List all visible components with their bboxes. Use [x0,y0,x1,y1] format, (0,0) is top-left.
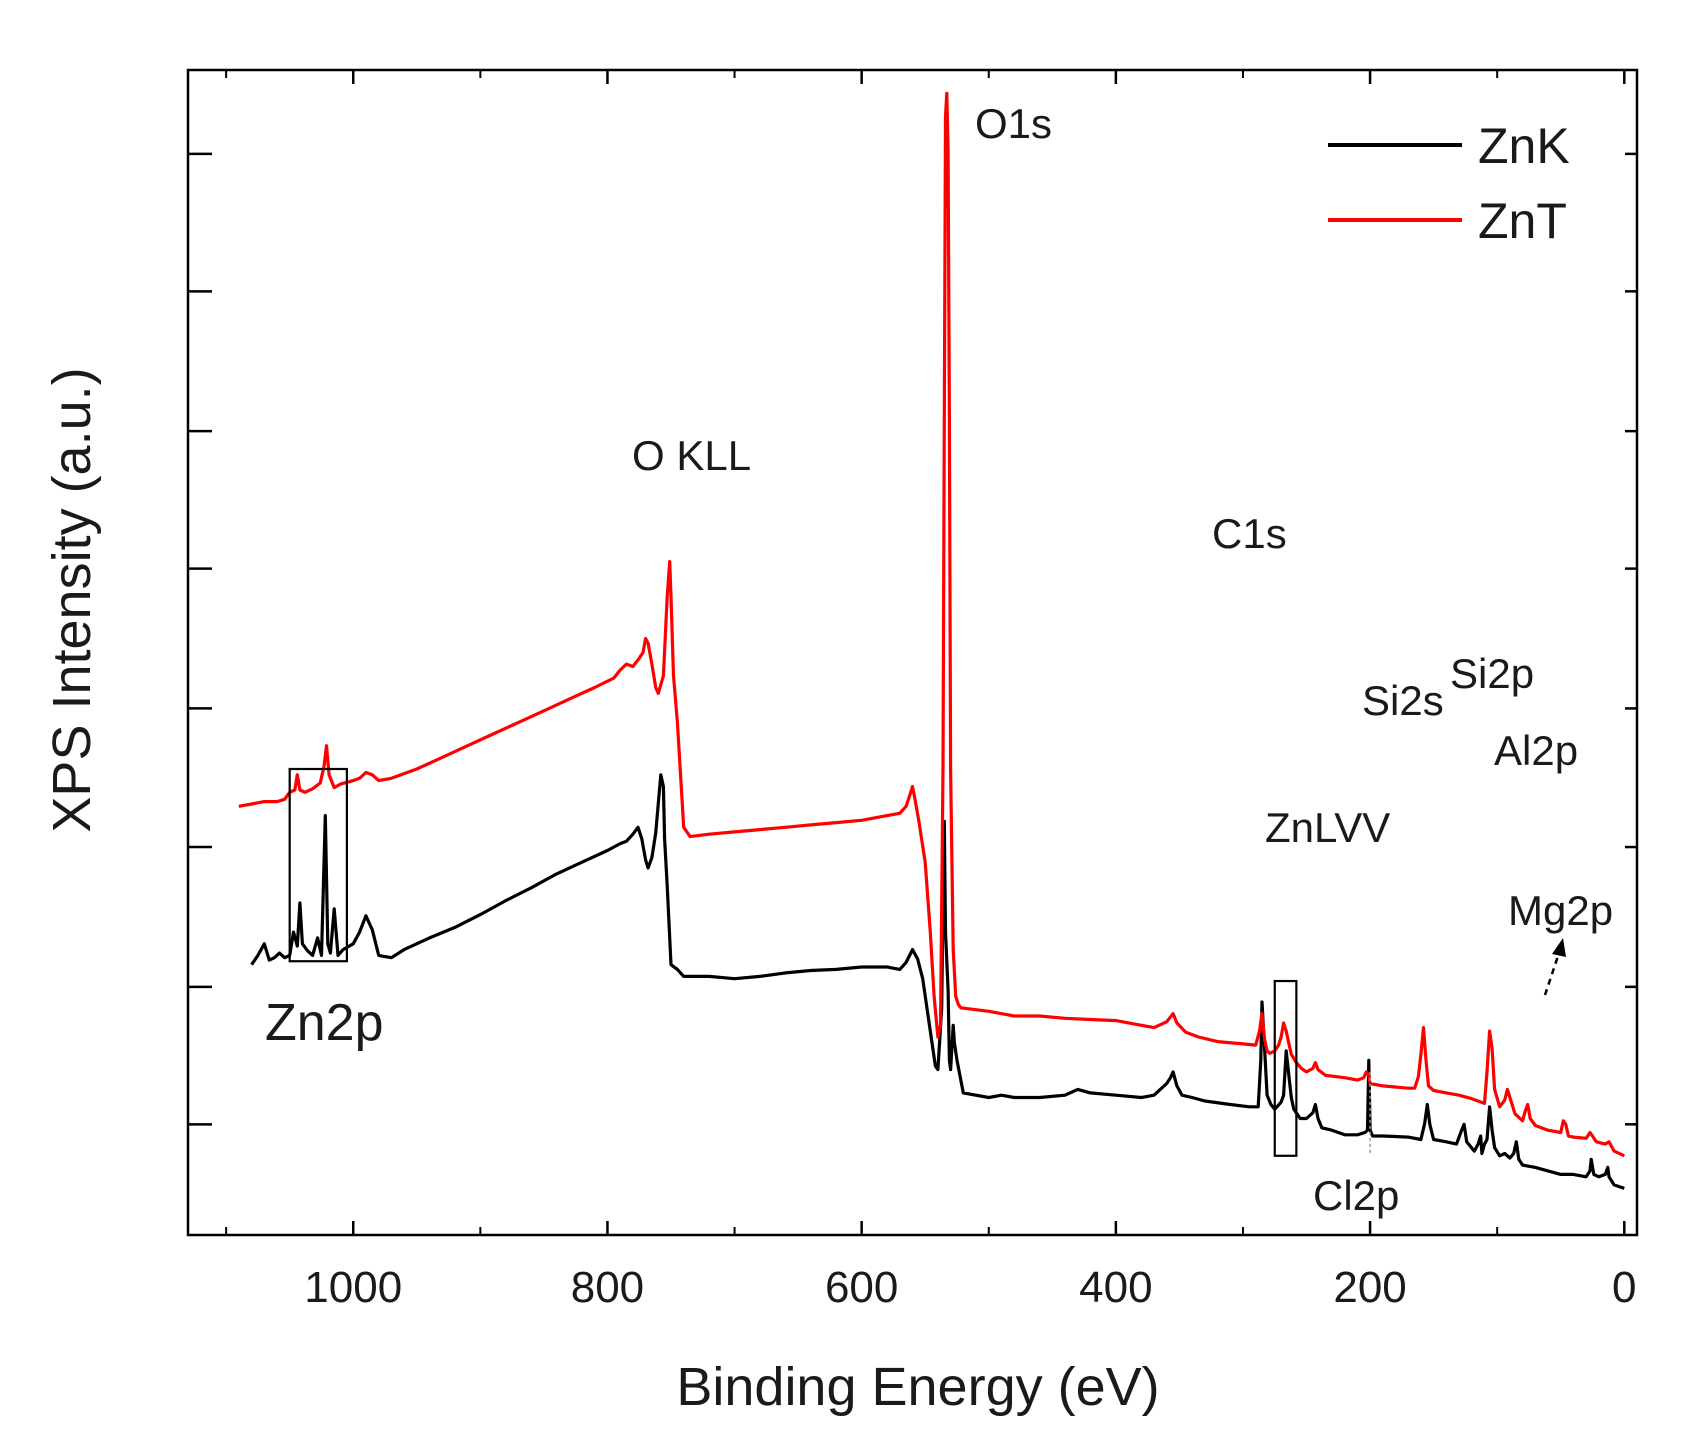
x-tick-label: 600 [825,1263,898,1312]
x-axis-label: Binding Energy (eV) [676,1357,1159,1417]
plot-frame [186,68,1639,1237]
annotation-zn2p: Zn2p [265,994,384,1052]
y-axis-label: XPS Intensity (a.u.) [42,367,102,832]
annotation-znlvv: ZnLVV [1265,804,1390,851]
annotation-o-kll: O KLL [632,432,751,479]
peak-annotations: O1s O KLL C1s Si2s Si2p Al2p ZnLVV Mg2p … [265,100,1613,1219]
legend-label-znk: ZnK [1478,118,1570,174]
mg2p-arrow [1543,938,1566,996]
annotation-mg2p: Mg2p [1508,887,1613,934]
znlvv-box [1273,979,1298,1157]
zn2p-box [288,767,348,963]
x-tick-label: 800 [571,1263,644,1312]
x-tick-label: 200 [1333,1263,1406,1312]
series-line-znk [250,773,1625,1190]
legend: ZnK ZnT [1328,118,1570,249]
x-tick-label: 0 [1612,1263,1636,1312]
series-group [238,91,1625,1190]
annotation-si2s: Si2s [1362,677,1444,724]
highlight-boxes [288,767,1371,1157]
x-tick-label: 1000 [304,1263,402,1312]
axis-ticks: 1000 800 600 400 200 0 [188,70,1637,1312]
legend-label-znt: ZnT [1478,193,1567,249]
series-line-znt [238,91,1625,1158]
annotation-al2p: Al2p [1494,727,1578,774]
x-tick-label: 400 [1079,1263,1152,1312]
axis-labels: Binding Energy (eV) XPS Intensity (a.u.) [42,367,1160,1417]
annotation-c1s: C1s [1212,510,1287,557]
annotation-o1s: O1s [975,100,1052,147]
annotation-si2p: Si2p [1450,650,1534,697]
annotation-cl2p: Cl2p [1313,1172,1399,1219]
